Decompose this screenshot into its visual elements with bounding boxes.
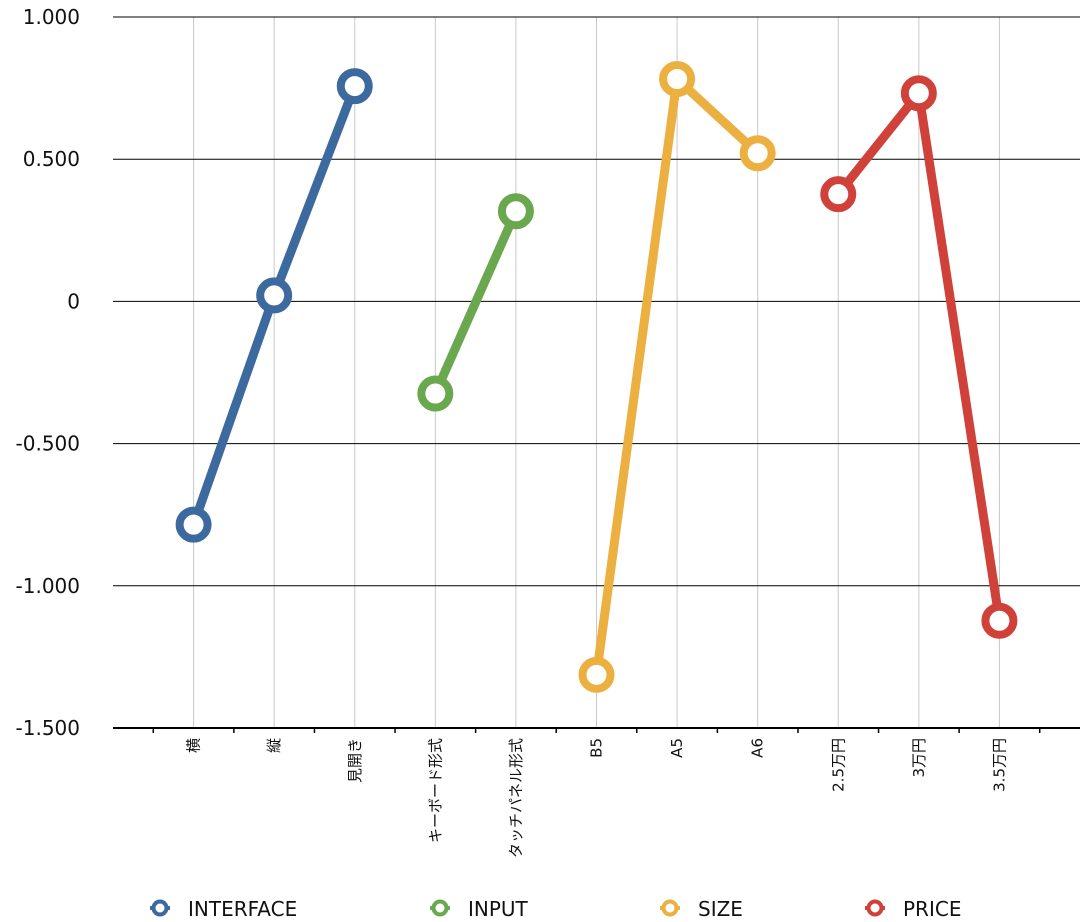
point	[900, 75, 937, 112]
point	[739, 135, 776, 172]
legend-marker	[431, 899, 449, 917]
y-tick-label: 1.000	[23, 5, 80, 29]
x-tick-label: A6	[749, 738, 767, 758]
x-tick-label: 2.5万円	[829, 738, 847, 792]
y-tick-label: 0	[67, 289, 80, 313]
y-tick-label: -0.500	[16, 432, 80, 456]
y-tick-label: -1.500	[16, 716, 80, 740]
legend-marker	[151, 899, 169, 917]
x-tick-label: 3万円	[910, 738, 928, 778]
point	[820, 176, 857, 213]
point	[175, 506, 212, 543]
y-tick-label: -1.000	[16, 574, 80, 598]
series-line	[431, 209, 521, 396]
x-tick-label: キーボード形式	[426, 738, 444, 843]
x-tick-label: 見開き	[346, 738, 364, 783]
x-tick-label: 3.5万円	[990, 738, 1008, 792]
legend-marker	[661, 899, 679, 917]
point	[578, 656, 615, 693]
x-tick-label: タッチパネル形式	[507, 738, 525, 858]
x-tick-label: 横	[185, 738, 203, 753]
legend-label: SIZE	[698, 897, 743, 921]
legend-marker	[866, 899, 884, 917]
point	[981, 602, 1018, 639]
y-tick-label: 0.500	[23, 147, 80, 171]
x-tick-label: A5	[668, 738, 686, 758]
point	[417, 375, 454, 412]
x-tick-label: B5	[588, 738, 606, 758]
legend-label: PRICE	[903, 897, 961, 921]
legend-label: INTERFACE	[188, 897, 297, 921]
point	[659, 60, 696, 97]
point	[336, 68, 373, 105]
legend-label: INPUT	[468, 897, 529, 921]
point	[256, 277, 293, 314]
point	[497, 193, 534, 230]
x-tick-label: 縦	[265, 738, 283, 753]
